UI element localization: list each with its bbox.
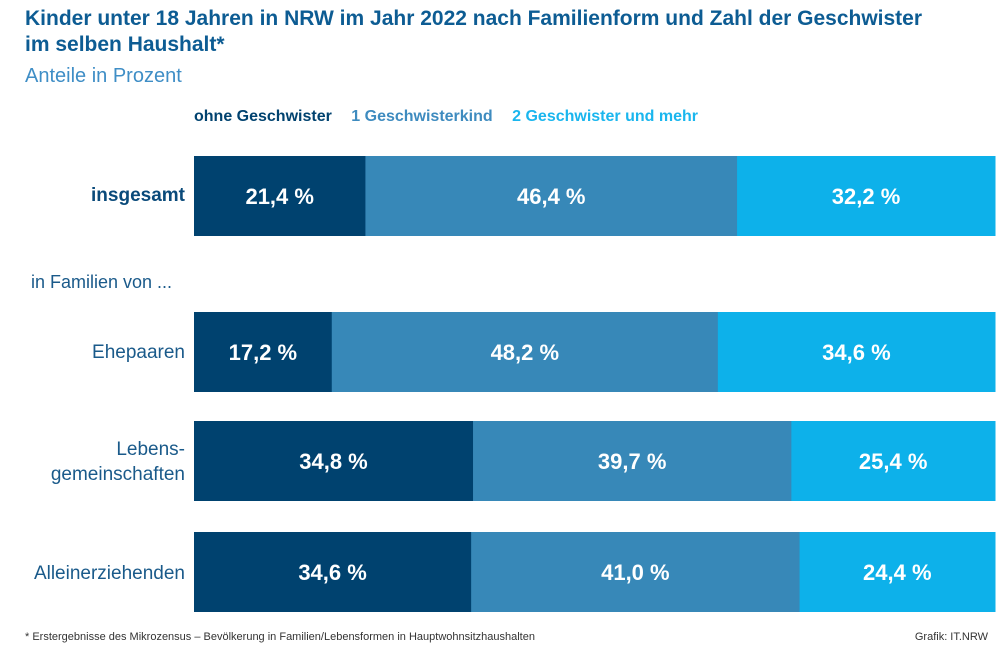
category-label-insgesamt: insgesamt <box>91 185 185 206</box>
category-label-ehepaaren: Ehepaaren <box>92 342 185 363</box>
bar-segment-2-2 <box>331 312 719 392</box>
bar-segment-3-1 <box>194 421 474 501</box>
chart-subtitle: Anteile in Prozent <box>25 65 182 87</box>
group-label: in Familien von ... <box>31 272 173 292</box>
data-label-1-2: 46,4 % <box>517 184 586 209</box>
bar-segment-2-1 <box>194 312 333 392</box>
data-label-3-3: 25,4 % <box>859 449 928 474</box>
bar-segment-4-1 <box>194 532 472 612</box>
data-label-2-3: 34,6 % <box>822 340 891 365</box>
data-label-3-2: 39,7 % <box>598 449 667 474</box>
data-label-2-2: 48,2 % <box>491 340 560 365</box>
data-label-1-3: 32,2 % <box>832 184 901 209</box>
footnote: * Erstergebnisse des Mikrozensus – Bevöl… <box>25 631 535 643</box>
legend-item-ohne-geschwister: ohne Geschwister <box>194 108 332 125</box>
category-label-lebensgemeinschaften: Lebens- gemeinschaften <box>50 439 185 485</box>
bar-segment-1-1 <box>194 156 366 236</box>
bar-segment-4-3 <box>799 532 996 612</box>
bar-segment-4-2 <box>471 532 801 612</box>
bar-segment-3-3 <box>791 421 996 501</box>
data-label-2-1: 17,2 % <box>229 340 298 365</box>
bar-segment-1-2 <box>365 156 738 236</box>
data-label-4-1: 34,6 % <box>298 560 367 585</box>
bar-segment-1-3 <box>737 156 996 236</box>
legend: ohne Geschwister 1 Geschwisterkind 2 Ges… <box>194 106 713 128</box>
data-label-4-3: 24,4 % <box>863 560 932 585</box>
chart-title: Kinder unter 18 Jahren in NRW im Jahr 20… <box>25 7 923 56</box>
data-label-4-2: 41,0 % <box>601 560 670 585</box>
bar-segment-2-3 <box>717 312 996 392</box>
legend-item-2-geschwister-und-mehr: 2 Geschwister und mehr <box>512 108 698 125</box>
bar-segment-3-2 <box>473 421 792 501</box>
legend-item-1-geschwisterkind: 1 Geschwisterkind <box>351 108 493 125</box>
data-label-3-1: 34,8 % <box>299 449 368 474</box>
data-label-1-1: 21,4 % <box>245 184 314 209</box>
source-credit: Grafik: IT.NRW <box>914 631 988 643</box>
category-label-alleinerziehenden: Alleinerziehenden <box>33 563 185 584</box>
